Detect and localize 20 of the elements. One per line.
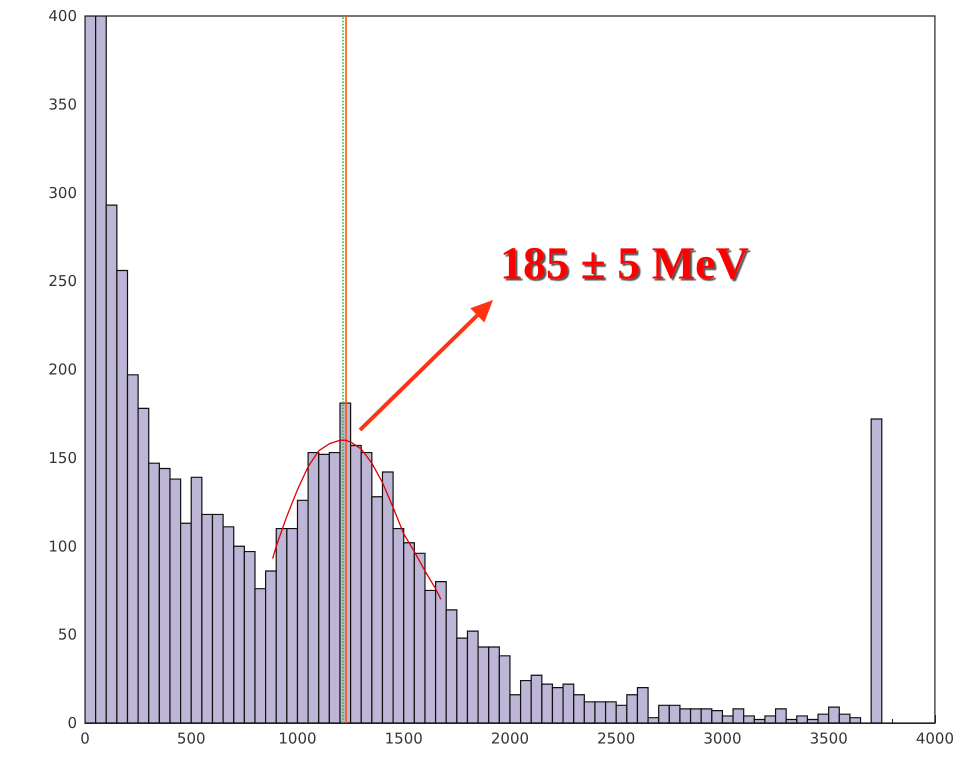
y-tick-label: 400 [48, 7, 77, 25]
y-tick-label: 350 [48, 95, 77, 114]
y-tick-label: 50 [58, 626, 77, 644]
x-tick-label: 3000 [703, 730, 742, 748]
x-tick-label: 2000 [490, 730, 530, 748]
line-series [272, 440, 442, 600]
x-tick-label: 3500 [810, 730, 848, 748]
x-tick-label: 2500 [597, 730, 636, 748]
y-tick-label: 100 [48, 537, 77, 556]
x-tick-label: 1500 [384, 730, 423, 748]
x-tick-label: 4000 [916, 730, 954, 748]
annotation: 185 ± 5 MeV [500, 238, 749, 288]
y-tick-label: 0 [67, 714, 77, 732]
y-tick-label: 150 [48, 448, 77, 467]
y-tick-label: 300 [48, 184, 77, 202]
x-tick-label: 1000 [278, 730, 317, 748]
x-tick-label: 500 [176, 730, 206, 748]
x-tick-label: 0 [80, 730, 90, 748]
y-tick-label: 200 [48, 360, 77, 378]
y-tick-label: 250 [48, 272, 77, 290]
